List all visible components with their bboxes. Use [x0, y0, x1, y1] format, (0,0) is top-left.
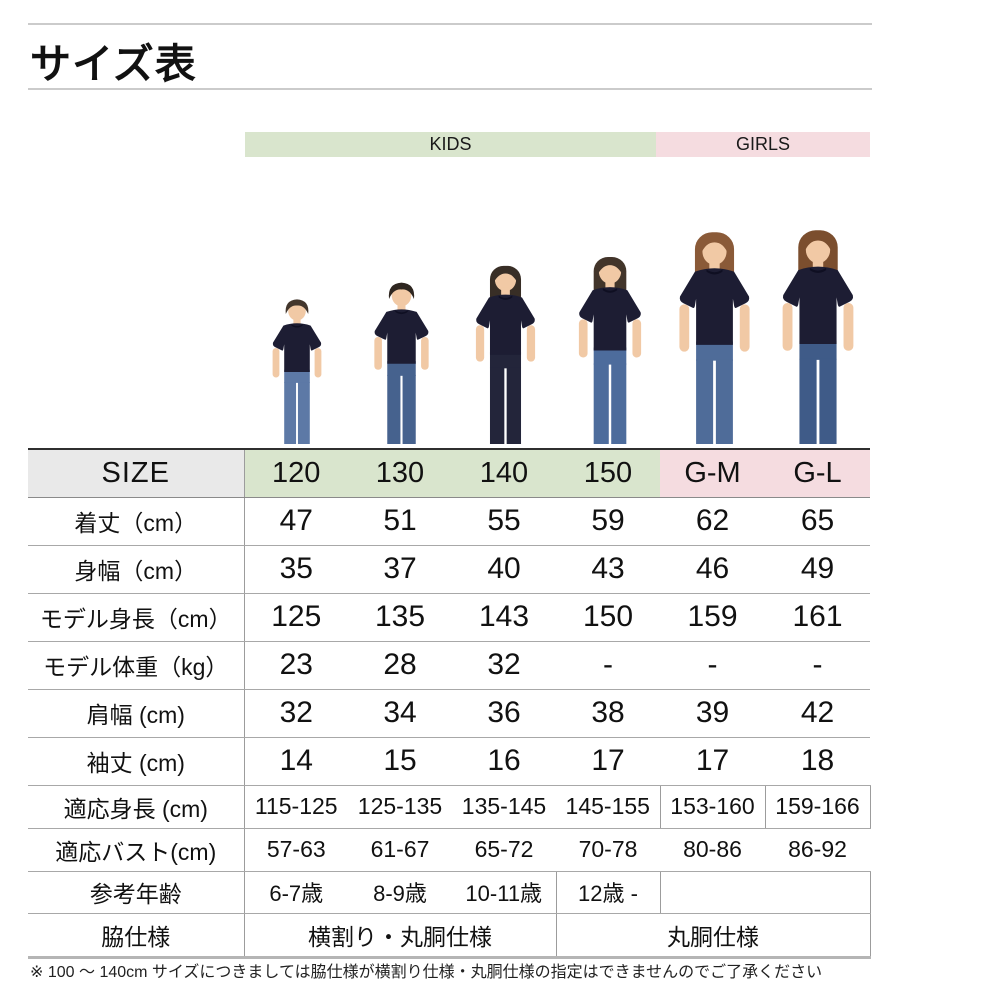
waki-girls-value: 丸胴仕様	[555, 913, 871, 959]
table-row: モデル身長（cm） 125 135 143 150 159 161	[28, 593, 870, 642]
cell-value: 135	[348, 593, 452, 642]
table-row: 参考年齢 6-7歳 8-9歳 10-11歳 12歳 -	[28, 871, 871, 914]
cell-empty	[660, 871, 871, 914]
size-column-header-130: 130	[348, 448, 452, 498]
table-row: 着丈（cm） 47 51 55 59 62 65	[28, 497, 870, 546]
row-label: 着丈（cm）	[28, 497, 244, 546]
cell-value: 23	[243, 641, 348, 690]
cell-value: -	[556, 641, 660, 690]
page-title: サイズ表	[30, 41, 197, 87]
cell-value: 46	[660, 545, 765, 594]
row-label: 適応バスト(cm)	[28, 828, 244, 872]
cell-value: 57-63	[243, 828, 348, 872]
title-rule-bottom	[28, 88, 872, 90]
cell-value: 49	[765, 545, 870, 594]
cell-value: 14	[243, 737, 348, 786]
cell-value: 86-92	[765, 828, 870, 872]
cell-value: 61-67	[348, 828, 452, 872]
cell-value: 135-145	[452, 785, 556, 829]
size-column-header-G-M: G-M	[660, 448, 765, 498]
cell-value: 18	[765, 737, 870, 786]
waki-kids-value: 横割り・丸胴仕様	[243, 913, 556, 959]
cell-value: 37	[348, 545, 452, 594]
size-column-header-140: 140	[452, 448, 556, 498]
cell-value: -	[765, 641, 870, 690]
table-row: 適応バスト(cm) 57-63 61-67 65-72 70-78 80-86 86-92	[28, 828, 870, 872]
cell-value: 15	[348, 737, 452, 786]
size-column-header-G-L: G-L	[765, 448, 870, 498]
size-column-header-120: 120	[243, 448, 348, 498]
cell-value: 40	[452, 545, 556, 594]
table-row-waki: 脇仕様 横割り・丸胴仕様 丸胴仕様	[28, 913, 871, 959]
cell-value: 65	[765, 497, 870, 546]
row-label: 参考年齢	[28, 871, 244, 914]
cell-value: 80-86	[660, 828, 765, 872]
kids-category-band: KIDS	[245, 132, 656, 157]
cell-value: 17	[660, 737, 765, 786]
cell-value: 17	[556, 737, 660, 786]
cell-value: -	[660, 641, 765, 690]
table-row: 身幅（cm） 35 37 40 43 46 49	[28, 545, 870, 594]
cell-value: 39	[660, 689, 765, 738]
cell-value: 70-78	[556, 828, 660, 872]
cell-value: 42	[765, 689, 870, 738]
row-label: モデル体重（kg）	[28, 641, 244, 690]
cell-value: 32	[452, 641, 556, 690]
cell-value: 28	[348, 641, 452, 690]
cell-value: 153-160	[659, 785, 765, 829]
cell-value: 55	[452, 497, 556, 546]
model-photo-140	[457, 262, 554, 444]
cell-value: 150	[556, 593, 660, 642]
cell-value: 65-72	[452, 828, 556, 872]
row-label: 適応身長 (cm)	[28, 785, 244, 829]
cell-value: 6-7歳	[243, 871, 348, 914]
cell-value: 36	[452, 689, 556, 738]
cell-value: 10-11歳	[452, 871, 556, 914]
size-header-label: SIZE	[28, 448, 244, 498]
model-photo-130	[357, 280, 446, 444]
cell-value: 115-125	[243, 785, 348, 829]
cell-value: 51	[348, 497, 452, 546]
row-label: 脇仕様	[28, 913, 244, 959]
cell-value: 43	[556, 545, 660, 594]
cell-value: 16	[452, 737, 556, 786]
size-column-header-150: 150	[556, 448, 660, 498]
model-photos	[28, 150, 870, 444]
footnote: ※ 100 ～ 140cm サイズにつきましては脇仕様が横割り仕様・丸胴仕様の指…	[30, 964, 823, 981]
row-label: 肩幅 (cm)	[28, 689, 244, 738]
cell-value: 143	[452, 593, 556, 642]
size-table: SIZE 120 130 140 150 G-M G-L 着丈（cm） 47 51 55 59 62…	[28, 448, 871, 959]
title-rule-top	[28, 23, 872, 25]
cell-value: 159-166	[764, 785, 871, 829]
model-photo-gl	[760, 228, 870, 444]
table-row: モデル体重（kg） 23 28 32- - -	[28, 641, 870, 690]
model-photo-150	[559, 253, 661, 444]
table-row: 袖丈 (cm) 14 15 16 17 17 18	[28, 737, 870, 786]
cell-value: 12歳 -	[555, 871, 661, 914]
cell-value: 125	[243, 593, 348, 642]
cell-value: 47	[243, 497, 348, 546]
table-row: 肩幅 (cm) 32 34 36 38 39 42	[28, 689, 870, 738]
cell-value: 125-135	[348, 785, 452, 829]
cell-value: 35	[243, 545, 348, 594]
cell-value: 59	[556, 497, 660, 546]
cell-value: 32	[243, 689, 348, 738]
model-photo-gm	[657, 230, 772, 444]
table-row: 適応身長 (cm) 115-125 125-135 135-145 145-155 153…	[28, 785, 871, 829]
cell-value: 159	[660, 593, 765, 642]
model-photo-120	[257, 297, 337, 444]
cell-value: 161	[765, 593, 870, 642]
cell-value: 8-9歳	[348, 871, 452, 914]
row-label: モデル身長（cm）	[28, 593, 244, 642]
row-label: 袖丈 (cm)	[28, 737, 244, 786]
row-label: 身幅（cm）	[28, 545, 244, 594]
size-header-row: SIZE 120 130 140 150 G-M G-L	[28, 448, 870, 498]
cell-value: 38	[556, 689, 660, 738]
girls-category-band: GIRLS	[656, 132, 870, 157]
cell-value: 145-155	[556, 785, 660, 829]
cell-value: 34	[348, 689, 452, 738]
cell-value: 62	[660, 497, 765, 546]
